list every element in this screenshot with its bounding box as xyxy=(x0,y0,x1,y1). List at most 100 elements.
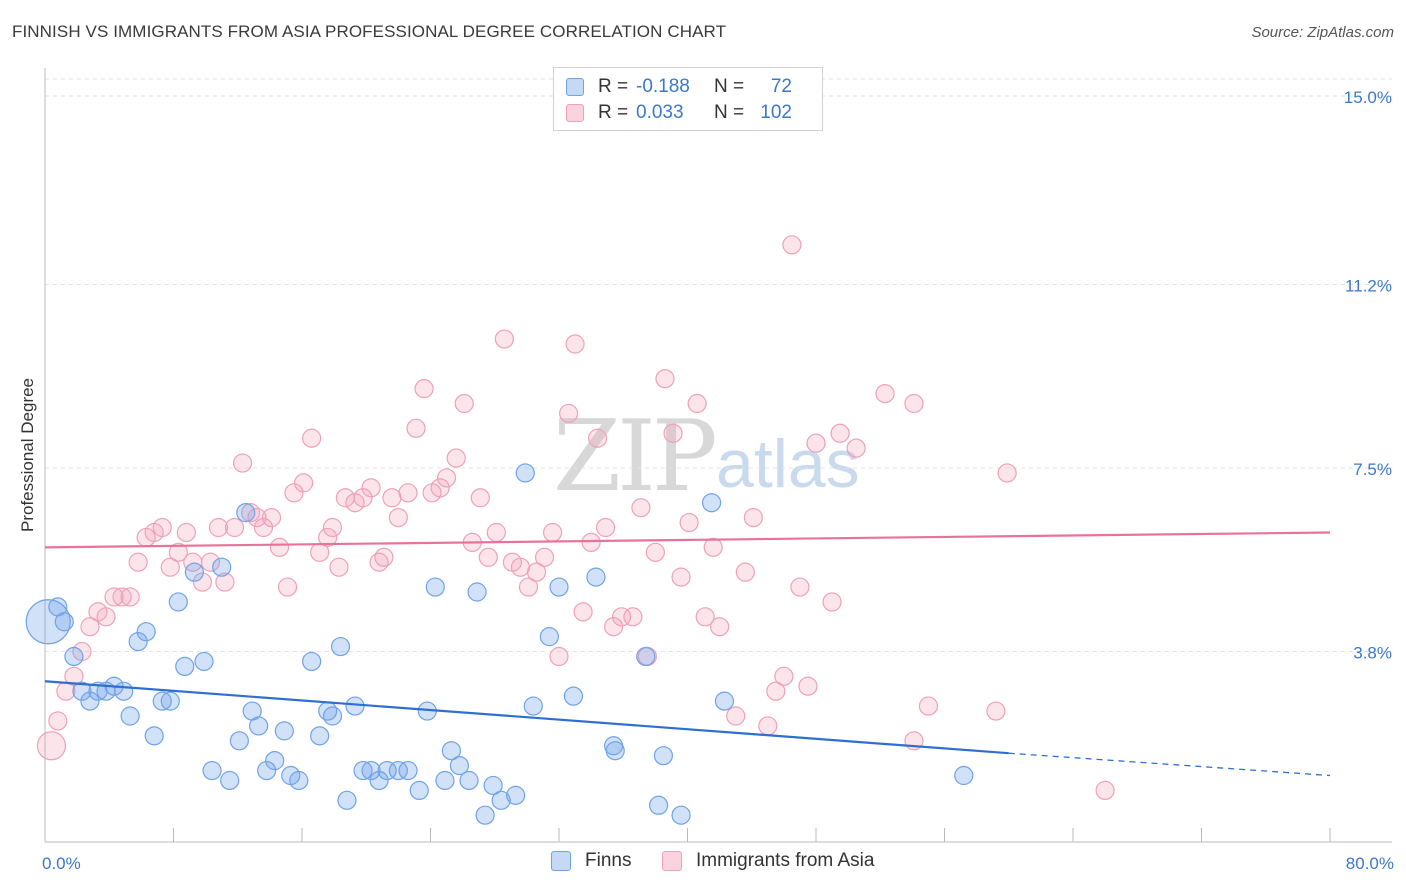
legend-item-finns[interactable]: Finns xyxy=(551,850,631,872)
legend-label-asia: Immigrants from Asia xyxy=(696,850,875,871)
asia-point xyxy=(48,711,68,731)
finns-point xyxy=(467,582,487,602)
asia-point xyxy=(192,572,213,592)
asia-point xyxy=(623,607,643,627)
axes xyxy=(44,68,1392,843)
legend-item-asia[interactable]: Immigrants from Asia xyxy=(662,850,874,872)
asia-point xyxy=(382,488,402,508)
asia-point xyxy=(798,676,818,696)
asia-point xyxy=(406,418,426,438)
asia-point xyxy=(486,522,506,543)
finns-point xyxy=(425,577,445,597)
asia-point xyxy=(470,488,490,508)
series-legend: Finns Immigrants from Asia xyxy=(0,850,1406,878)
finns-point xyxy=(330,636,351,657)
watermark-atlas: atlas xyxy=(716,426,860,502)
asia-point xyxy=(743,507,763,528)
finns-trend-line xyxy=(44,680,1009,755)
finns-point xyxy=(184,562,204,582)
asia-point xyxy=(559,403,579,424)
asia-point xyxy=(542,522,563,543)
finns-point xyxy=(435,770,455,791)
asia-point xyxy=(774,666,794,686)
finns-point xyxy=(345,696,365,716)
asia-point xyxy=(587,428,608,448)
asia-point xyxy=(1095,780,1115,801)
finns-point xyxy=(229,731,249,751)
finns-swatch xyxy=(566,78,584,96)
asia-point xyxy=(36,731,67,761)
finns-point xyxy=(523,696,543,716)
asia-point xyxy=(726,706,746,726)
r-value: -0.188 xyxy=(636,76,690,97)
finns-point xyxy=(605,741,625,761)
finns-point xyxy=(212,557,232,577)
finns-point xyxy=(220,770,240,791)
asia-point xyxy=(766,681,786,701)
finns-point xyxy=(322,706,343,726)
finns-point xyxy=(249,716,269,736)
n-value: 72 xyxy=(770,76,792,97)
finns-point xyxy=(128,631,148,652)
x-tick-label: 80.0% xyxy=(1346,854,1394,873)
finns-point xyxy=(80,691,100,711)
finns-point xyxy=(586,567,606,587)
asia-point xyxy=(534,547,555,567)
asia-point xyxy=(446,448,466,468)
asia-point xyxy=(549,646,569,667)
asia-point xyxy=(152,517,172,538)
asia-point xyxy=(454,393,474,414)
finns-point xyxy=(398,760,418,781)
asia-point xyxy=(671,567,691,587)
asia-point xyxy=(112,587,132,607)
finns-point xyxy=(25,599,71,645)
asia-point xyxy=(128,552,148,572)
asia-point xyxy=(875,384,895,404)
asia-point xyxy=(261,507,282,528)
n-label: N = xyxy=(714,102,745,123)
finns-point xyxy=(377,760,397,781)
asia-point xyxy=(830,423,850,443)
asia-point xyxy=(176,522,196,543)
legend-label-finns: Finns xyxy=(585,850,632,871)
asia-point xyxy=(518,577,539,597)
stats-legend: R = -0.188 N = 72 R = 0.033 N = 102 xyxy=(553,67,823,131)
finns-point xyxy=(515,463,535,483)
finns-swatch xyxy=(551,851,571,871)
finns-point xyxy=(714,691,735,711)
finns-point xyxy=(653,746,674,766)
asia-point xyxy=(160,557,180,577)
asia-point xyxy=(277,577,298,597)
finns-point xyxy=(64,646,84,667)
grid-lines xyxy=(45,78,1392,653)
finns-point xyxy=(257,760,277,781)
finns-point xyxy=(144,726,164,746)
finns-point xyxy=(337,790,357,810)
asia-point xyxy=(96,607,116,627)
asia-point xyxy=(247,507,267,528)
n-label: N = xyxy=(714,76,745,97)
y-tick-label: 3.8% xyxy=(1353,644,1392,663)
asia-point xyxy=(232,453,253,473)
asia-point xyxy=(322,517,343,538)
finns-point xyxy=(409,780,429,801)
asia-point xyxy=(318,527,338,548)
asia-point xyxy=(997,463,1017,483)
finns-point xyxy=(388,760,408,781)
asia-point xyxy=(595,517,616,538)
asia-point xyxy=(510,557,531,577)
asia-point xyxy=(645,542,665,562)
asia-trend-line xyxy=(44,531,1331,549)
y-tick-label: 11.2% xyxy=(1345,276,1392,295)
asia-point xyxy=(104,587,124,607)
finns-point xyxy=(54,612,74,632)
finns-point xyxy=(236,503,256,523)
asia-point xyxy=(200,552,221,572)
finns-point xyxy=(202,760,222,781)
finns-point xyxy=(160,691,180,711)
watermark-zip: ZIP xyxy=(553,400,718,514)
finns-point xyxy=(441,741,461,761)
source-note: Source: ZipAtlas.com xyxy=(1251,24,1394,41)
asia-point xyxy=(679,512,699,533)
asia-point xyxy=(565,334,585,354)
